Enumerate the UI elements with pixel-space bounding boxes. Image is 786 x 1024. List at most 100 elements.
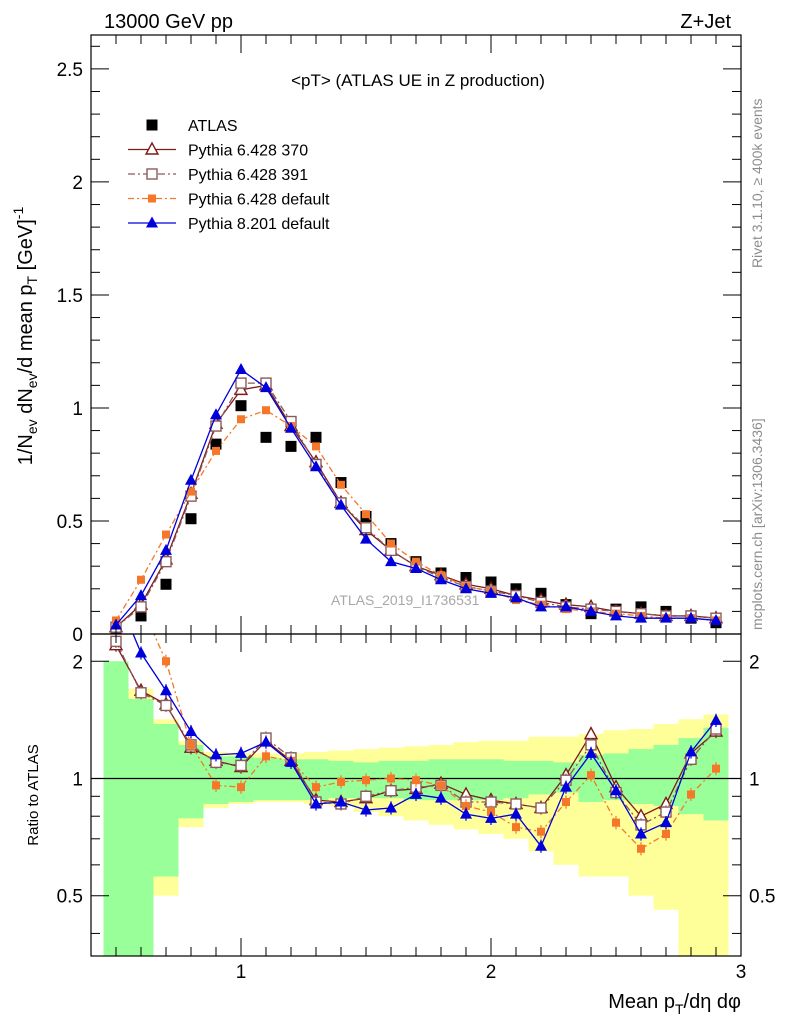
ratio-point <box>610 784 622 796</box>
data-point <box>312 442 320 451</box>
data-point <box>185 473 197 485</box>
ratio-point <box>460 807 472 819</box>
ratio-point <box>337 777 345 786</box>
y-tick-label: 1 <box>72 399 83 420</box>
axis-ticks: 0 0.5 1 1.5 2 2.5 0.5 0.5 1 1 2 2 1 2 3 <box>57 35 775 983</box>
legend-entry: Pythia 6.428 391 <box>128 167 308 184</box>
data-point <box>387 539 395 548</box>
data-point <box>585 604 597 616</box>
data-point <box>460 582 472 594</box>
ratio-y-tick-label-right: 1 <box>749 769 760 790</box>
data-point <box>285 421 297 433</box>
stat-band-bin <box>128 699 154 956</box>
ratio-point <box>585 746 597 758</box>
series-line <box>115 384 717 628</box>
ratio-point <box>335 795 347 807</box>
stat-band-bin <box>178 744 204 819</box>
legend-label: ATLAS <box>188 118 238 135</box>
data-point <box>560 600 572 612</box>
ratio-point <box>635 827 647 839</box>
ratio-point <box>435 791 447 803</box>
ratio-point <box>612 818 620 827</box>
y-tick-label: 2.5 <box>57 60 83 81</box>
data-point <box>160 555 172 568</box>
ratio-point <box>583 726 599 740</box>
data-point <box>335 498 347 510</box>
x-tick-label: 1 <box>236 962 247 983</box>
data-point <box>212 446 220 455</box>
ratio-point <box>310 797 322 809</box>
data-point <box>135 610 147 622</box>
ratio-point <box>135 646 147 658</box>
ratio-point <box>160 699 172 712</box>
ratio-point <box>387 774 395 783</box>
legend-label: Pythia 6.428 370 <box>188 143 308 160</box>
stat-band-bin <box>503 760 529 799</box>
ratio-point <box>637 844 645 853</box>
data-point <box>160 578 172 590</box>
legend-entry: ATLAS <box>146 118 238 135</box>
x-tick-label: 3 <box>736 962 747 983</box>
data-point <box>410 561 422 573</box>
legend-entry: Pythia 6.428 default <box>128 192 330 209</box>
data-point <box>260 381 272 393</box>
ratio-point <box>362 776 370 785</box>
data-point <box>360 532 372 544</box>
ratio-point <box>185 725 197 737</box>
y-tick-label: 0 <box>72 625 83 646</box>
data-point <box>535 600 547 612</box>
legend-entry: Pythia 6.428 370 <box>128 141 308 160</box>
ratio-y-tick-label: 0.5 <box>57 887 83 908</box>
ratio-point <box>360 803 372 815</box>
ratio-y-tick-label-right: 2 <box>749 652 760 673</box>
legend-marker <box>144 141 160 155</box>
data-point <box>660 611 672 623</box>
x-tick-label: 2 <box>486 962 497 983</box>
data-point <box>185 513 197 525</box>
series-line <box>115 368 717 626</box>
data-point <box>210 438 222 450</box>
rivet-version-label: Rivet 3.1.10, ≥ 400k events <box>749 98 765 268</box>
mcplots-reference-label: mcplots.cern.ch [arXiv:1306.3436] <box>749 418 765 630</box>
ratio-point <box>162 657 170 666</box>
ratio-point <box>235 759 247 772</box>
ratio-point <box>510 807 522 819</box>
data-point <box>710 613 722 625</box>
ratio-point <box>485 811 497 823</box>
ratio-pythia-6-428-default <box>153 634 720 856</box>
ratio-point <box>587 771 595 780</box>
syst-band-bin <box>603 730 629 877</box>
ratio-point <box>562 798 570 807</box>
data-point <box>210 408 222 420</box>
data-point <box>235 363 247 375</box>
data-point <box>262 406 270 415</box>
legend-marker <box>146 168 158 180</box>
legend-label: Pythia 8.201 default <box>188 216 330 233</box>
data-point <box>160 543 172 555</box>
ratio-point <box>687 790 695 799</box>
legend-marker <box>146 216 158 228</box>
ratio-point <box>385 801 397 813</box>
ratio-point <box>462 801 470 810</box>
ratio-y-tick-label: 2 <box>72 652 83 673</box>
ratio-point <box>535 839 547 851</box>
ratio-point <box>160 684 172 696</box>
data-point <box>385 555 397 567</box>
ratio-point <box>385 785 397 797</box>
analysis-watermark: ATLAS_2019_I1736531 <box>331 592 480 608</box>
data-point <box>337 480 345 489</box>
y-tick-label: 2 <box>72 173 83 194</box>
ratio-point <box>360 790 372 802</box>
data-point <box>635 611 647 623</box>
stat-band-bin <box>153 724 179 877</box>
data-point <box>187 487 195 496</box>
data-point <box>360 522 372 534</box>
series-pythia-8-201-default <box>110 363 722 630</box>
data-point <box>235 400 247 412</box>
stat-band-bin <box>103 661 129 956</box>
ratio-point <box>535 802 547 814</box>
ratio-point <box>512 823 520 832</box>
data-point <box>162 530 170 539</box>
main-panel-series <box>108 363 724 634</box>
